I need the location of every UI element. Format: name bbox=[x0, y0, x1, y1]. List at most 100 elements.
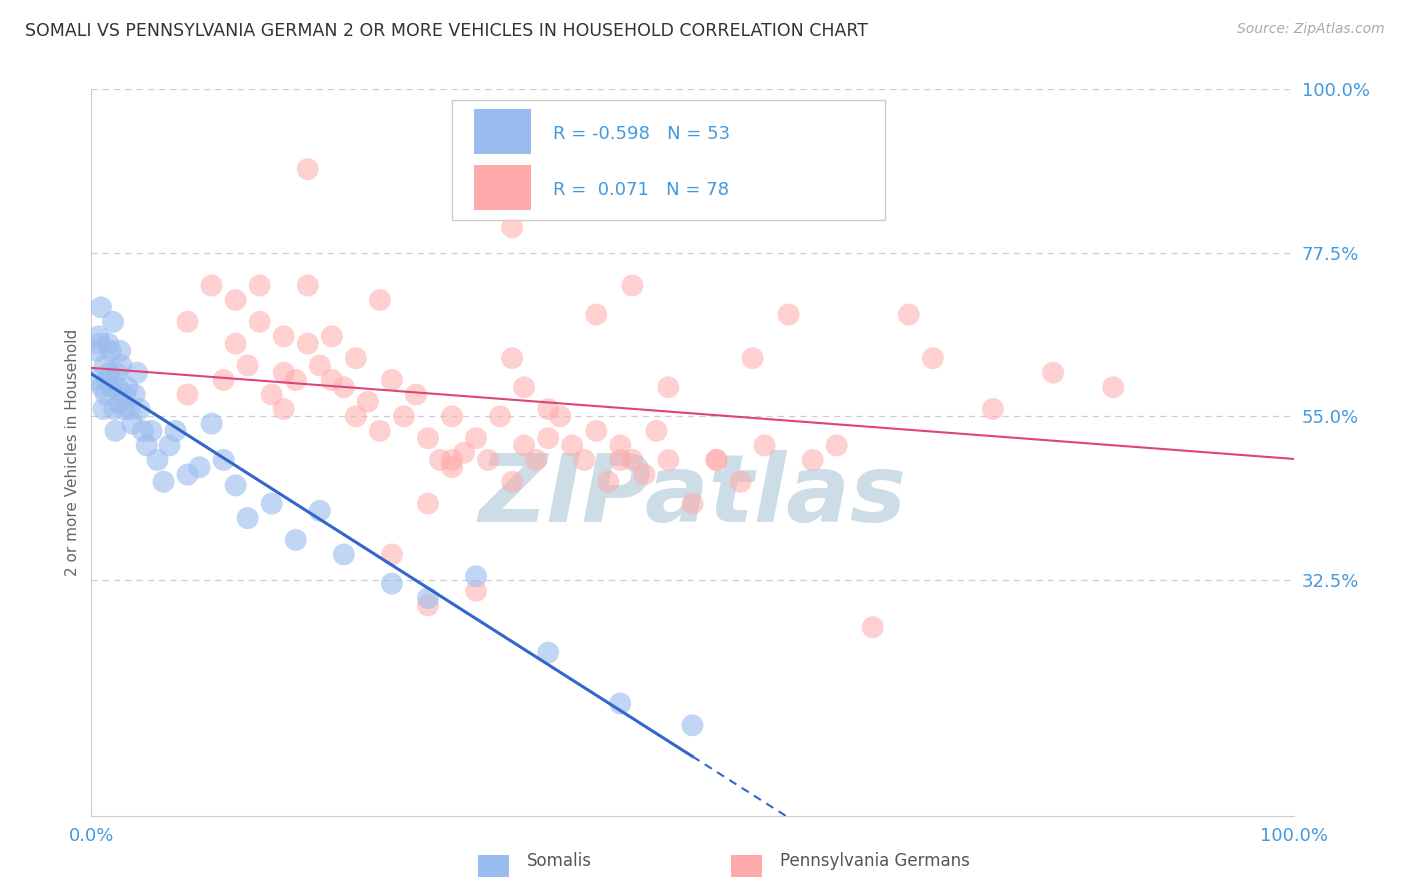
Point bbox=[706, 453, 728, 467]
Point bbox=[125, 366, 148, 380]
Bar bbox=[474, 109, 531, 154]
Text: ZIPatlas: ZIPatlas bbox=[478, 450, 907, 542]
Point bbox=[89, 336, 111, 351]
Point bbox=[225, 478, 247, 492]
Point bbox=[107, 380, 129, 394]
Point bbox=[90, 301, 112, 315]
Point bbox=[110, 359, 132, 373]
Point bbox=[297, 278, 319, 293]
Point bbox=[273, 329, 295, 343]
Point bbox=[645, 424, 668, 438]
Point bbox=[574, 453, 596, 467]
Point bbox=[344, 351, 367, 366]
Point bbox=[93, 359, 115, 373]
Point bbox=[112, 402, 135, 417]
Point bbox=[922, 351, 945, 366]
Point bbox=[212, 373, 235, 387]
Point bbox=[333, 380, 356, 394]
Point bbox=[621, 278, 644, 293]
Point bbox=[465, 569, 488, 583]
Point bbox=[730, 475, 752, 489]
Point bbox=[152, 475, 174, 489]
Point bbox=[368, 424, 391, 438]
Point bbox=[416, 497, 439, 511]
Point bbox=[489, 409, 512, 424]
Point bbox=[94, 387, 117, 401]
Point bbox=[121, 417, 143, 431]
Point bbox=[392, 409, 415, 424]
Point bbox=[308, 359, 330, 373]
Point bbox=[501, 220, 523, 235]
Point bbox=[236, 359, 259, 373]
Point bbox=[212, 453, 235, 467]
Point bbox=[98, 366, 121, 380]
Point bbox=[273, 366, 295, 380]
Point bbox=[101, 380, 124, 394]
Point bbox=[114, 387, 136, 401]
Point bbox=[440, 460, 463, 475]
Point bbox=[465, 583, 488, 598]
Point bbox=[96, 373, 118, 387]
Point bbox=[249, 315, 271, 329]
Point bbox=[87, 329, 110, 343]
Point bbox=[681, 497, 703, 511]
Point bbox=[93, 402, 115, 417]
Point bbox=[97, 336, 120, 351]
Point bbox=[561, 438, 583, 452]
Point bbox=[84, 373, 107, 387]
Point bbox=[609, 697, 631, 711]
Point bbox=[146, 453, 169, 467]
Point bbox=[862, 620, 884, 634]
Point bbox=[513, 380, 536, 394]
Text: Pennsylvania Germans: Pennsylvania Germans bbox=[780, 852, 970, 871]
Point bbox=[633, 467, 655, 482]
Point bbox=[308, 504, 330, 518]
Point bbox=[381, 548, 404, 562]
Point bbox=[357, 394, 380, 409]
Text: SOMALI VS PENNSYLVANIA GERMAN 2 OR MORE VEHICLES IN HOUSEHOLD CORRELATION CHART: SOMALI VS PENNSYLVANIA GERMAN 2 OR MORE … bbox=[25, 22, 869, 40]
Point bbox=[465, 431, 488, 445]
Point bbox=[657, 380, 679, 394]
Point bbox=[105, 366, 128, 380]
Point bbox=[440, 453, 463, 467]
Point bbox=[86, 343, 108, 358]
Point bbox=[609, 438, 631, 452]
Point bbox=[537, 646, 560, 660]
Point bbox=[201, 417, 224, 431]
Point bbox=[201, 278, 224, 293]
Bar bbox=[474, 165, 531, 211]
Text: Somalis: Somalis bbox=[527, 852, 592, 871]
Point bbox=[585, 424, 607, 438]
Point bbox=[124, 387, 146, 401]
Point bbox=[273, 402, 295, 417]
Point bbox=[778, 308, 800, 322]
Point bbox=[416, 431, 439, 445]
Text: R =  0.071   N = 78: R = 0.071 N = 78 bbox=[553, 181, 728, 199]
Point bbox=[609, 453, 631, 467]
Point bbox=[368, 293, 391, 307]
Point bbox=[1042, 366, 1064, 380]
Point bbox=[621, 453, 644, 467]
Point bbox=[548, 409, 571, 424]
Point bbox=[236, 511, 259, 525]
Point bbox=[118, 402, 141, 417]
Point bbox=[405, 387, 427, 401]
Point bbox=[165, 424, 187, 438]
Point bbox=[706, 453, 728, 467]
Point bbox=[176, 467, 198, 482]
Point bbox=[513, 438, 536, 452]
Point bbox=[1102, 380, 1125, 394]
Point bbox=[108, 394, 131, 409]
Point bbox=[801, 453, 824, 467]
Point bbox=[260, 497, 283, 511]
Point bbox=[101, 315, 124, 329]
Point bbox=[381, 373, 404, 387]
FancyBboxPatch shape bbox=[451, 100, 884, 220]
Point bbox=[585, 308, 607, 322]
Point bbox=[128, 402, 150, 417]
Text: Source: ZipAtlas.com: Source: ZipAtlas.com bbox=[1237, 22, 1385, 37]
Point bbox=[501, 475, 523, 489]
Point bbox=[104, 424, 127, 438]
Point bbox=[284, 533, 307, 547]
Point bbox=[188, 460, 211, 475]
